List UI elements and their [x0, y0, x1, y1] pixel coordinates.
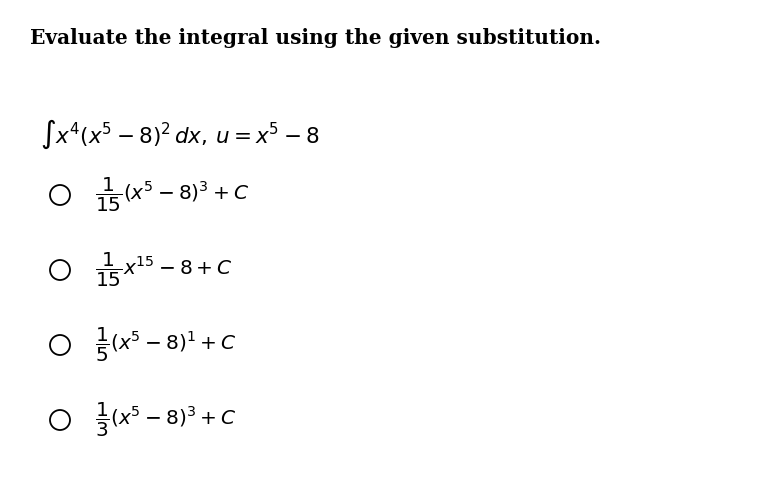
Text: Evaluate the integral using the given substitution.: Evaluate the integral using the given su…	[30, 28, 601, 48]
Text: $\dfrac{1}{5}(x^5 - 8)^1 + C$: $\dfrac{1}{5}(x^5 - 8)^1 + C$	[95, 326, 236, 364]
Text: $\int x^4(x^5 - 8)^2 \, dx , \, u = x^5 - 8$: $\int x^4(x^5 - 8)^2 \, dx , \, u = x^5 …	[40, 118, 320, 151]
Text: $\dfrac{1}{3}(x^5 - 8)^3 + C$: $\dfrac{1}{3}(x^5 - 8)^3 + C$	[95, 401, 236, 439]
Text: $\dfrac{1}{15}x^{15} - 8 + C$: $\dfrac{1}{15}x^{15} - 8 + C$	[95, 251, 233, 289]
Text: $\dfrac{1}{15}(x^5 - 8)^3 + C$: $\dfrac{1}{15}(x^5 - 8)^3 + C$	[95, 176, 249, 214]
